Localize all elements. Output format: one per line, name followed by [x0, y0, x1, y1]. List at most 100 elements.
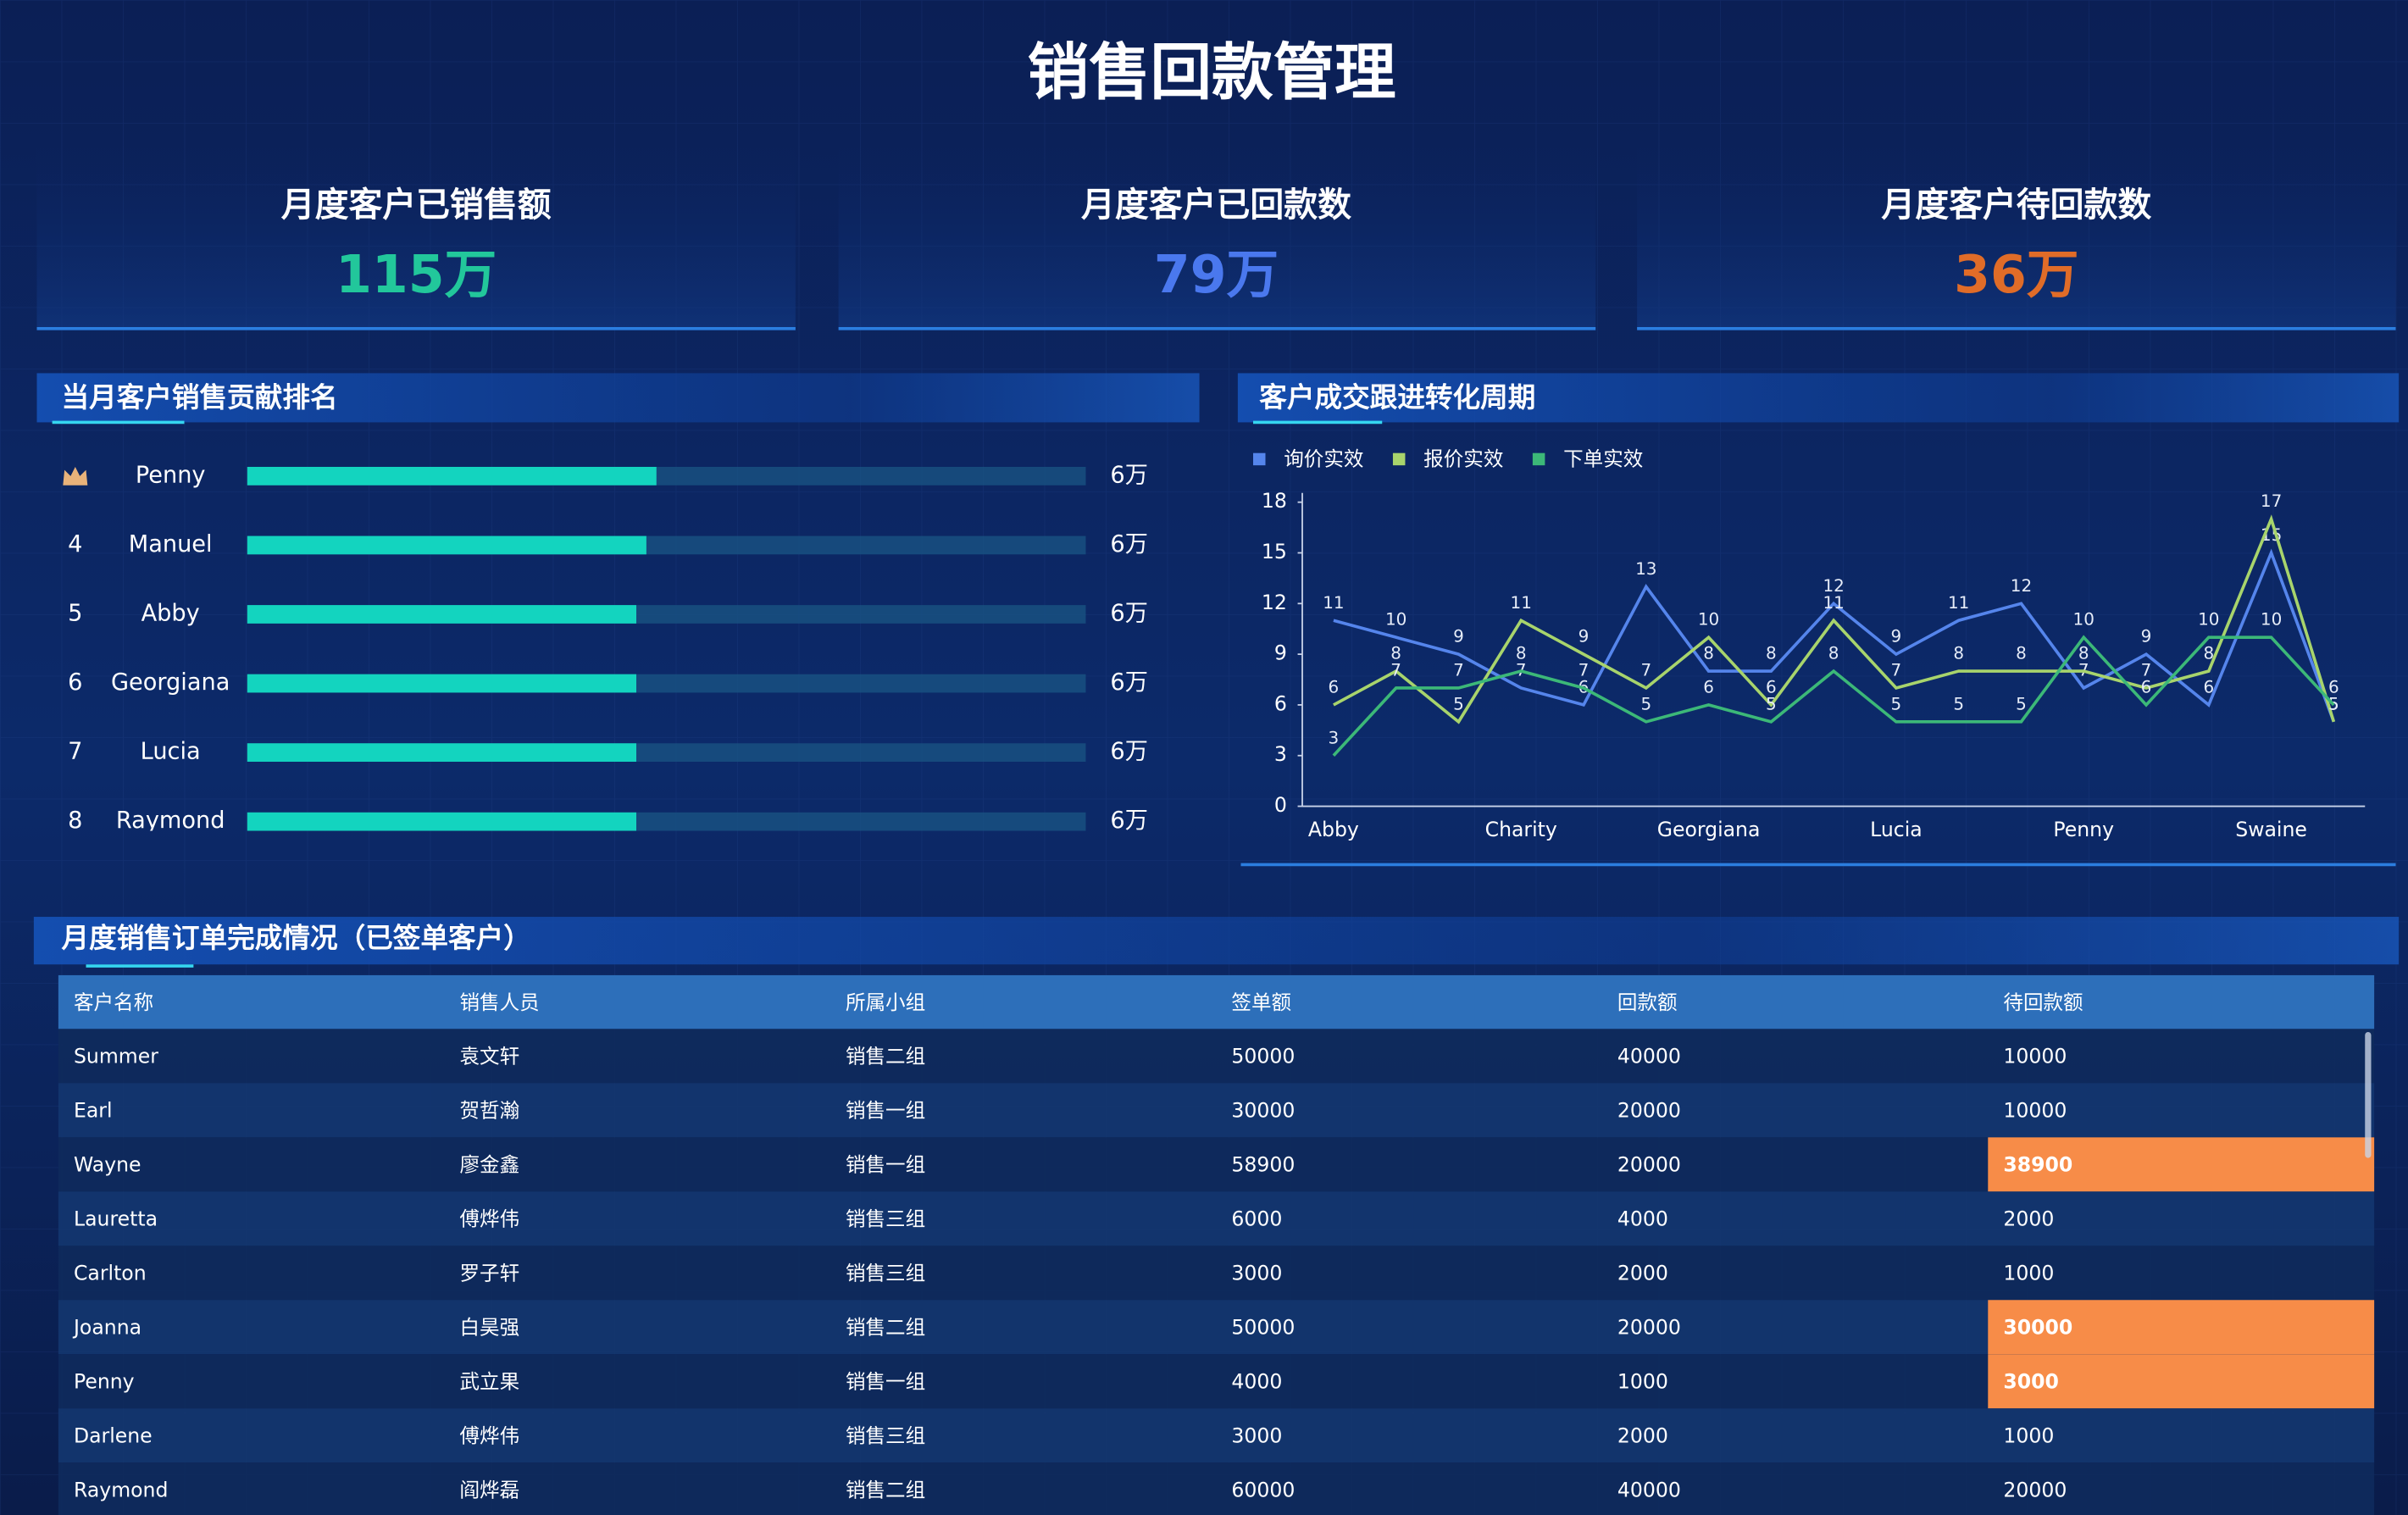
table-cell: 销售二组 — [846, 1478, 925, 1501]
table-cell: 10000 — [2003, 1099, 2067, 1123]
y-tick-label: 12 — [1262, 591, 1287, 614]
rank-name: Raymond — [116, 807, 225, 834]
table-cell: 销售二组 — [846, 1045, 925, 1068]
bar — [247, 466, 657, 486]
table-cell: 58900 — [1231, 1153, 1295, 1177]
table-cell: 廖金鑫 — [459, 1153, 519, 1177]
data-label: 11 — [1511, 593, 1532, 613]
table-row — [58, 1246, 2375, 1301]
kpi-label: 月度客户已回款数 — [1081, 186, 1351, 225]
table-cell: 销售一组 — [846, 1099, 925, 1123]
highlight-cell — [1988, 1300, 2375, 1355]
table-cell: 2000 — [1617, 1424, 1668, 1448]
bar — [247, 674, 636, 693]
data-label: 10 — [2261, 610, 2282, 630]
table-cell: 销售三组 — [846, 1262, 925, 1285]
value-label: 6万 — [1110, 531, 1147, 558]
data-label: 7 — [1390, 661, 1401, 680]
page-title: 销售回款管理 — [1028, 38, 1396, 109]
table-cell: 30000 — [2003, 1316, 2072, 1340]
data-label: 10 — [1698, 610, 1719, 630]
data-label: 5 — [1640, 694, 1651, 713]
data-label: 11 — [1823, 593, 1844, 613]
data-label: 12 — [2011, 576, 2032, 596]
column-header: 所属小组 — [846, 991, 925, 1014]
table-cell: 20000 — [1617, 1099, 1681, 1123]
table-cell: Carlton — [74, 1262, 147, 1285]
table-cell: 武立果 — [459, 1370, 519, 1394]
highlight-cell — [1988, 1354, 2375, 1409]
rank-number: 8 — [68, 807, 82, 834]
table-row — [58, 1191, 2375, 1246]
table-row — [58, 1462, 2375, 1515]
rank-name: Georgiana — [111, 669, 230, 696]
data-label: 12 — [1823, 576, 1844, 596]
table-cell: 3000 — [1231, 1262, 1282, 1285]
data-label: 5 — [1453, 694, 1464, 713]
y-tick-label: 0 — [1274, 793, 1287, 817]
data-label: 8 — [2078, 644, 2089, 663]
table-cell: 销售三组 — [846, 1207, 925, 1231]
data-label: 10 — [1385, 610, 1407, 630]
bar — [247, 743, 636, 762]
bar — [247, 812, 636, 831]
kpi-label: 月度客户已销售额 — [281, 186, 552, 225]
table-cell: 傅烨伟 — [459, 1424, 519, 1448]
data-label: 6 — [1329, 677, 1340, 696]
data-label: 11 — [1323, 593, 1344, 613]
data-label: 5 — [2016, 694, 2027, 713]
table-row — [58, 1408, 2375, 1463]
column-header: 回款额 — [1617, 991, 1678, 1014]
data-label: 7 — [1453, 661, 1464, 680]
panel-title: 月度销售订单完成情况（已签单客户） — [62, 922, 531, 954]
data-label: 6 — [2141, 677, 2152, 696]
data-label: 7 — [1579, 661, 1590, 680]
rank-name: Manuel — [129, 531, 213, 558]
table-cell: Wayne — [74, 1153, 141, 1177]
data-label: 7 — [1640, 661, 1651, 680]
value-label: 6万 — [1110, 600, 1147, 626]
legend-swatch — [1392, 452, 1406, 466]
y-tick-label: 15 — [1262, 540, 1287, 563]
kpi-card — [36, 146, 796, 330]
legend-swatch — [1253, 452, 1266, 466]
rank-number: 7 — [68, 739, 82, 765]
data-label: 3 — [1329, 728, 1340, 747]
value-label: 6万 — [1110, 739, 1147, 765]
table-cell: 4000 — [1617, 1207, 1668, 1231]
table-cell: 20000 — [2003, 1478, 2067, 1501]
rank-name: Abby — [141, 600, 200, 626]
table-cell: 40000 — [1617, 1478, 1681, 1501]
column-header: 待回款额 — [2003, 991, 2083, 1014]
table-cell: 30000 — [1231, 1099, 1295, 1123]
table-cell: 销售三组 — [846, 1424, 925, 1448]
data-label: 6 — [1766, 677, 1777, 696]
table-cell: 1000 — [2003, 1424, 2054, 1448]
ranking-list: Penny 6万 4 Manuel 6万 5 Abby 6万 6 Georgiana 6万 7 Luci… — [63, 462, 1148, 834]
highlight-cell — [1988, 1137, 2375, 1192]
value-label: 6万 — [1110, 462, 1147, 488]
y-tick-label: 6 — [1274, 691, 1287, 715]
table-cell: 销售一组 — [846, 1370, 925, 1394]
x-tick-label: Swaine — [2235, 818, 2307, 841]
table-header-bg — [58, 974, 2375, 1029]
x-tick-label: Lucia — [1870, 818, 1923, 841]
table-row — [58, 1083, 2375, 1138]
x-tick-label: Charity — [1485, 818, 1557, 841]
kpi-card — [1637, 146, 2396, 330]
data-label: 5 — [1953, 694, 1964, 713]
table-cell: 1000 — [1617, 1370, 1668, 1394]
rank-number: 4 — [68, 531, 82, 558]
data-label: 5 — [1891, 694, 1902, 713]
rank-number: 6 — [68, 669, 82, 696]
value-label: 6万 — [1110, 669, 1147, 696]
panel-header — [33, 917, 2400, 965]
rank-name: Lucia — [141, 739, 201, 765]
column-header: 销售人员 — [459, 991, 539, 1014]
data-label: 8 — [1953, 644, 1964, 663]
table-cell: 60000 — [1231, 1478, 1295, 1501]
table-cell: 20000 — [1617, 1153, 1681, 1177]
data-label: 8 — [2016, 644, 2027, 663]
